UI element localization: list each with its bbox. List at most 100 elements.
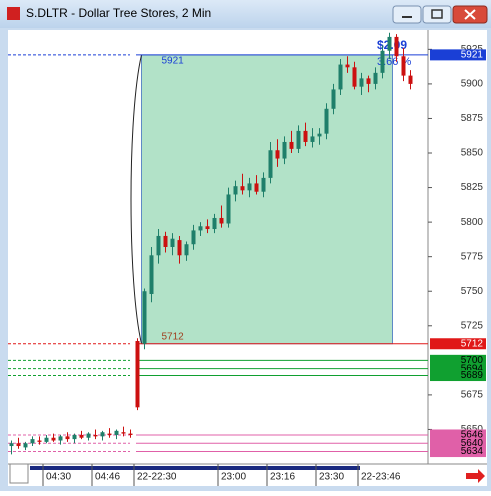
y-tick-label: 5900 [461, 79, 484, 90]
box-top-label: 5921 [162, 56, 185, 67]
candle-body [128, 433, 133, 435]
candle-body [37, 440, 42, 442]
scrollbar[interactable] [30, 466, 360, 470]
level-label: 5700 [461, 355, 484, 366]
level-label: 5634 [461, 446, 484, 457]
candle-body [177, 240, 182, 256]
level-label: 5921 [461, 50, 484, 61]
candle-body [16, 443, 21, 447]
y-tick-label: 5725 [461, 320, 484, 331]
candle-body [114, 430, 119, 435]
change-label: $2.09 [377, 38, 407, 52]
candle-body [275, 150, 280, 159]
level-label-box [430, 354, 486, 366]
candle-body [219, 217, 224, 224]
box-bottom-label: 5712 [162, 331, 185, 342]
candle-body [226, 194, 231, 224]
x-tick-label: 04:46 [95, 472, 120, 483]
candle-body [331, 89, 336, 109]
candle-body [317, 133, 322, 137]
candle-body [163, 235, 168, 247]
candle-body [65, 436, 70, 440]
level-label-box [430, 429, 486, 441]
level-label: 5689 [461, 370, 484, 381]
candle-body [366, 78, 371, 84]
level-label-box [430, 363, 486, 375]
level-label-box [430, 49, 486, 61]
candle-body [30, 439, 35, 444]
candle-body [268, 150, 273, 178]
y-tick-label: 5825 [461, 182, 484, 193]
candle-body [107, 433, 112, 435]
candle-body [198, 226, 203, 231]
range-arc [130, 54, 142, 344]
candle-body [9, 443, 14, 447]
candle-body [142, 291, 147, 344]
y-tick-label: 5850 [461, 148, 484, 159]
candle-body [79, 434, 84, 438]
minimize-button[interactable] [392, 5, 422, 24]
candle-body [359, 78, 364, 87]
x-tick-label: 04:30 [46, 472, 71, 483]
candle-body [44, 437, 49, 442]
price-axis [428, 30, 487, 464]
candle-body [135, 340, 140, 408]
candle-body [233, 186, 238, 195]
candle-body [380, 50, 385, 73]
level-label: 5694 [461, 363, 484, 374]
candle-body [338, 64, 343, 90]
candle-body [86, 433, 91, 438]
candle-body [93, 434, 98, 437]
candle-body [72, 434, 77, 440]
candle-body [51, 437, 56, 441]
scroll-box[interactable] [9, 463, 29, 484]
candle-body [352, 67, 357, 87]
candle-body [394, 36, 399, 57]
level-label: 5640 [461, 438, 484, 449]
x-tick-label: 23:00 [221, 472, 246, 483]
candle-body [205, 226, 210, 230]
y-tick-label: 5675 [461, 390, 484, 401]
app-icon [7, 7, 20, 20]
candle-body [324, 108, 329, 134]
candle-body [156, 235, 161, 256]
candle-body [261, 177, 266, 192]
y-tick-label: 5800 [461, 217, 484, 228]
candle-body [303, 130, 308, 142]
y-tick-label: 5750 [461, 286, 484, 297]
level-label-box [430, 370, 486, 382]
level-label-box [430, 446, 486, 458]
candle-body [170, 238, 175, 247]
candle-body [240, 186, 245, 191]
candle-body [149, 255, 154, 294]
maximize-button[interactable] [422, 5, 452, 24]
candle-body [247, 183, 252, 191]
candle-body [254, 183, 259, 192]
candle-body [184, 244, 189, 256]
candle-body [289, 141, 294, 149]
candle-body [401, 56, 406, 76]
candle-body [310, 136, 315, 142]
scroll-arrow[interactable] [466, 469, 485, 483]
candle-body [100, 432, 105, 437]
x-tick-label: 22-23:46 [361, 472, 401, 483]
candle-body [373, 72, 378, 84]
candle-body [387, 36, 392, 51]
x-tick-label: 23:16 [270, 472, 295, 483]
candle-body [191, 230, 196, 245]
candle-body [345, 64, 350, 68]
range-box [141, 54, 393, 345]
x-tick-label: 23:30 [319, 472, 344, 483]
level-label-box [430, 437, 486, 449]
candle-body [296, 130, 301, 149]
candle-body [212, 217, 217, 230]
x-tick-label: 22-22:30 [137, 472, 177, 483]
level-label-box [430, 338, 486, 350]
level-label: 5712 [461, 338, 484, 349]
candle-body [408, 75, 413, 84]
candle-body [23, 443, 28, 448]
level-label: 5646 [461, 430, 484, 441]
candle-body [282, 141, 287, 159]
candle-body [58, 436, 63, 441]
